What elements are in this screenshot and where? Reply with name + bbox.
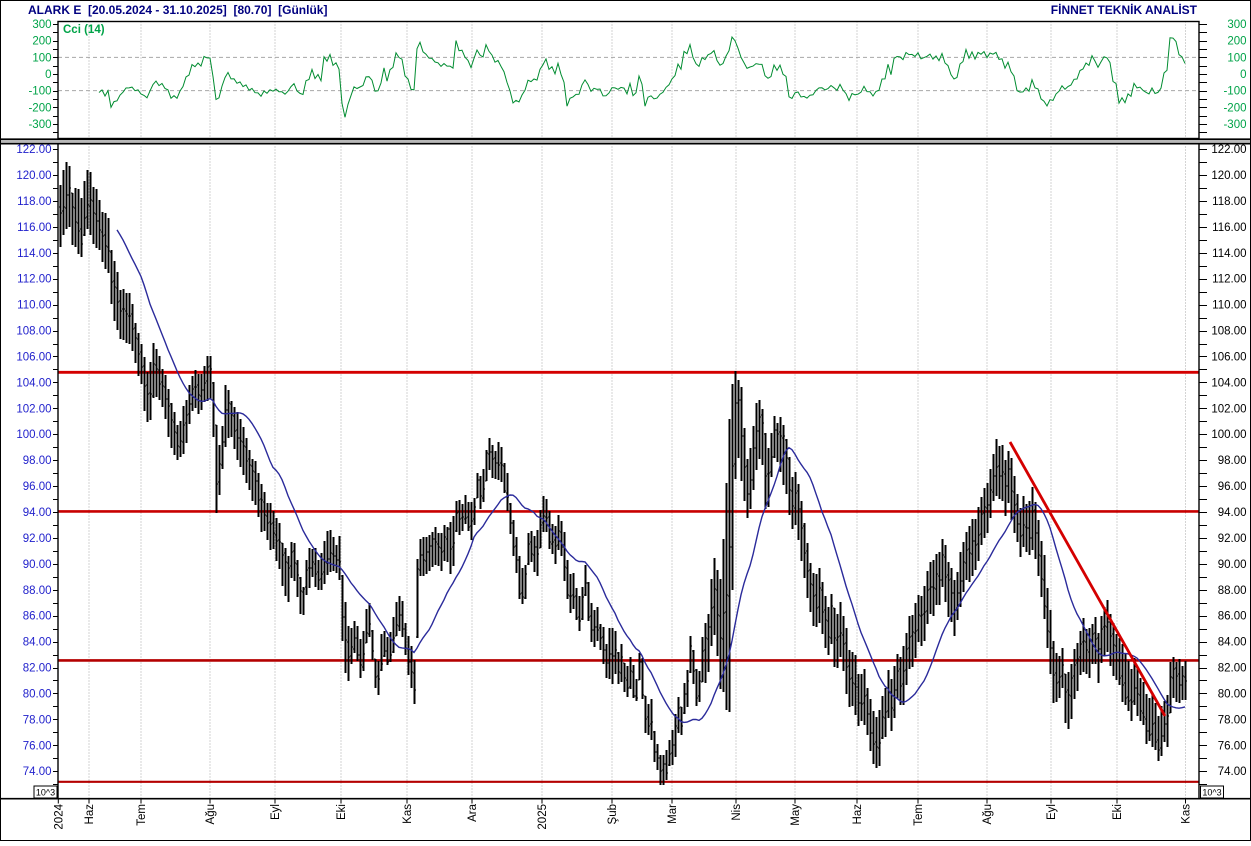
- svg-text:0: 0: [45, 69, 51, 81]
- svg-text:Şub: Şub: [607, 804, 619, 824]
- svg-text:84.00: 84.00: [23, 637, 52, 649]
- svg-text:Kas: Kas: [402, 804, 414, 824]
- svg-text:118.00: 118.00: [1212, 196, 1246, 208]
- svg-text:104.00: 104.00: [1211, 377, 1246, 389]
- svg-text:96.00: 96.00: [23, 481, 52, 493]
- svg-text:74.00: 74.00: [1218, 766, 1247, 778]
- svg-text:108.00: 108.00: [16, 326, 51, 338]
- svg-text:2024: 2024: [53, 803, 65, 829]
- svg-text:86.00: 86.00: [23, 611, 52, 623]
- svg-text:Kas: Kas: [1181, 804, 1193, 824]
- svg-text:86.00: 86.00: [1218, 611, 1247, 623]
- svg-text:90.00: 90.00: [23, 559, 52, 571]
- svg-text:114.00: 114.00: [1212, 248, 1246, 260]
- svg-text:120.00: 120.00: [16, 170, 51, 182]
- svg-text:122.00: 122.00: [1211, 144, 1246, 156]
- svg-text:Nis: Nis: [731, 804, 743, 821]
- svg-text:106.00: 106.00: [16, 352, 51, 364]
- svg-text:Eyl: Eyl: [270, 804, 282, 820]
- svg-text:114.00: 114.00: [17, 248, 51, 260]
- svg-text:10^3: 10^3: [36, 788, 55, 798]
- svg-text:200: 200: [32, 36, 51, 48]
- svg-text:88.00: 88.00: [1218, 585, 1247, 597]
- svg-text:200: 200: [1227, 36, 1246, 48]
- svg-text:Cci (14): Cci (14): [63, 24, 105, 36]
- svg-text:106.00: 106.00: [1211, 352, 1246, 364]
- svg-text:76.00: 76.00: [1218, 740, 1247, 752]
- svg-text:0: 0: [1240, 69, 1246, 81]
- svg-text:-200: -200: [28, 102, 51, 114]
- svg-text:-200: -200: [1223, 102, 1246, 114]
- svg-text:76.00: 76.00: [23, 740, 52, 752]
- svg-text:90.00: 90.00: [1218, 559, 1247, 571]
- svg-text:82.00: 82.00: [23, 663, 52, 675]
- svg-text:2025: 2025: [537, 804, 549, 830]
- svg-text:300: 300: [1227, 19, 1246, 31]
- svg-text:10^3: 10^3: [1202, 788, 1221, 798]
- svg-text:FİNNET TEKNİK ANALİST: FİNNET TEKNİK ANALİST: [1051, 2, 1198, 17]
- svg-text:116.00: 116.00: [1212, 222, 1246, 234]
- svg-text:Tem: Tem: [913, 804, 925, 826]
- svg-text:80.00: 80.00: [1218, 688, 1247, 700]
- svg-text:94.00: 94.00: [1218, 507, 1247, 519]
- svg-text:100: 100: [1227, 52, 1246, 64]
- svg-text:84.00: 84.00: [1218, 637, 1247, 649]
- svg-text:102.00: 102.00: [1211, 403, 1246, 415]
- svg-text:100.00: 100.00: [1211, 429, 1246, 441]
- svg-text:112.00: 112.00: [17, 274, 51, 286]
- svg-text:Eyl: Eyl: [1046, 804, 1058, 820]
- svg-text:100: 100: [32, 52, 51, 64]
- svg-text:96.00: 96.00: [1218, 481, 1247, 493]
- svg-text:74.00: 74.00: [23, 766, 52, 778]
- svg-text:Tem: Tem: [136, 804, 148, 826]
- svg-text:116.00: 116.00: [17, 222, 51, 234]
- svg-text:88.00: 88.00: [23, 585, 52, 597]
- svg-text:-100: -100: [1223, 86, 1246, 98]
- svg-text:120.00: 120.00: [1211, 170, 1246, 182]
- svg-text:300: 300: [32, 19, 51, 31]
- svg-text:78.00: 78.00: [23, 714, 52, 726]
- svg-text:Ağu: Ağu: [205, 804, 217, 824]
- svg-text:110.00: 110.00: [1212, 300, 1246, 312]
- svg-text:May: May: [790, 804, 802, 826]
- svg-text:Haz: Haz: [852, 804, 864, 825]
- svg-text:110.00: 110.00: [17, 300, 51, 312]
- svg-text:80.00: 80.00: [23, 688, 52, 700]
- svg-text:82.00: 82.00: [1218, 663, 1247, 675]
- svg-text:Eki: Eki: [336, 804, 348, 820]
- svg-text:Mar: Mar: [667, 804, 679, 824]
- svg-text:122.00: 122.00: [16, 144, 51, 156]
- svg-text:94.00: 94.00: [23, 507, 52, 519]
- svg-text:108.00: 108.00: [1211, 326, 1246, 338]
- svg-text:Ara: Ara: [467, 803, 479, 822]
- svg-text:-100: -100: [28, 86, 51, 98]
- svg-text:Eki: Eki: [1112, 804, 1124, 820]
- svg-text:102.00: 102.00: [16, 403, 51, 415]
- svg-text:-300: -300: [28, 119, 51, 131]
- svg-text:Ağu: Ağu: [982, 804, 994, 824]
- svg-text:ALARK E [20.05.2024 - 31.10.2: ALARK E [20.05.2024 - 31.10.2025] [80.70…: [28, 3, 327, 17]
- svg-text:100.00: 100.00: [16, 429, 51, 441]
- svg-text:118.00: 118.00: [17, 196, 51, 208]
- svg-text:-300: -300: [1223, 119, 1246, 131]
- svg-text:78.00: 78.00: [1218, 714, 1247, 726]
- svg-text:92.00: 92.00: [23, 533, 52, 545]
- svg-text:Haz: Haz: [84, 804, 96, 825]
- svg-text:92.00: 92.00: [1218, 533, 1247, 545]
- svg-text:104.00: 104.00: [16, 377, 51, 389]
- svg-text:112.00: 112.00: [1212, 274, 1246, 286]
- svg-text:98.00: 98.00: [23, 455, 52, 467]
- svg-text:98.00: 98.00: [1218, 455, 1247, 467]
